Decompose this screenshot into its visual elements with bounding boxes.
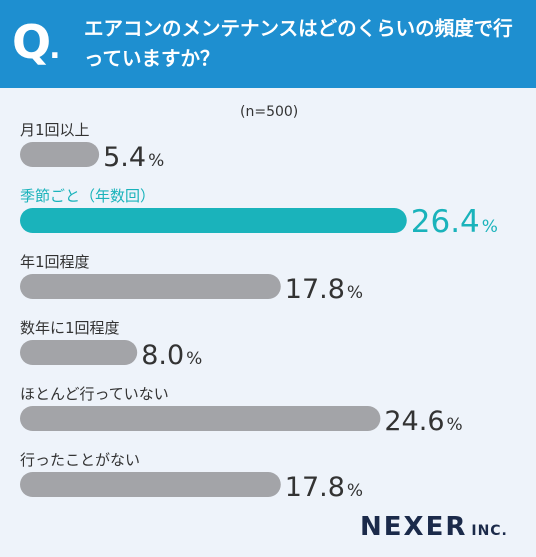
value-label: 5.4%: [103, 142, 164, 173]
category-label: 月1回以上: [20, 121, 90, 139]
question-text: エアコンのメンテナンスはどのくらいの頻度で行っていますか？: [84, 17, 513, 70]
logo-main: NEXER: [360, 512, 468, 542]
value-label: 26.4%: [411, 204, 498, 240]
question-header: Q. エアコンのメンテナンスはどのくらいの頻度で行っていますか？: [0, 0, 536, 88]
value-label: 17.8%: [285, 274, 363, 305]
category-label: 年1回程度: [20, 253, 90, 271]
bar: [20, 208, 407, 233]
value-label: 8.0%: [141, 340, 202, 371]
nexer-logo: NEXER INC.: [360, 512, 508, 542]
category-label: 季節ごと（年数回）: [20, 187, 155, 205]
category-label: 行ったことがない: [20, 451, 140, 469]
bar: [20, 472, 281, 497]
bar: [20, 406, 381, 431]
q-letter: Q: [12, 15, 52, 69]
category-label: ほとんど行っていない: [20, 385, 169, 403]
category-label: 数年に1回程度: [20, 319, 120, 337]
value-label: 24.6%: [384, 406, 462, 437]
q-dot: .: [49, 31, 61, 66]
value-label: 17.8%: [285, 472, 363, 503]
bar: [20, 274, 281, 299]
bar: [20, 142, 100, 167]
bar: [20, 340, 138, 365]
q-mark: Q.: [12, 14, 61, 77]
logo-sub: INC.: [471, 523, 508, 539]
sample-size-note: (n=500): [240, 104, 299, 120]
